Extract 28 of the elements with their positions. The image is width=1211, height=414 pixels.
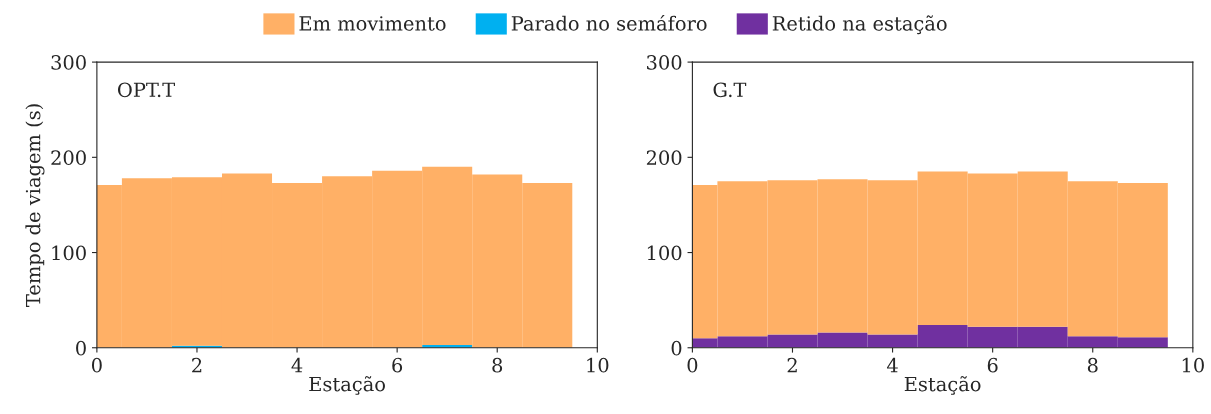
x-tick-label: 0 (91, 357, 102, 373)
y-tick-label: 0 (76, 340, 86, 356)
x-tick-label: 2 (192, 357, 202, 373)
y-tick-label: 300 (647, 55, 682, 70)
annotation: OPT.T (117, 82, 175, 98)
y-tick-label: 100 (647, 245, 682, 261)
legend-label: Parado no semáforo (511, 14, 707, 31)
y-axis-title: Tempo de viagem (s) (25, 104, 45, 307)
x-tick-label: 10 (587, 357, 609, 373)
annotation: G.T (713, 82, 747, 98)
x-tick-label: 8 (492, 357, 503, 373)
x-tick-label: 2 (787, 357, 797, 373)
x-tick-label: 6 (392, 357, 403, 373)
x-tick-label: 8 (1087, 357, 1098, 373)
x-tick-label: 4 (886, 357, 898, 373)
x-tick-label: 6 (987, 357, 998, 373)
x-tick-label: 10 (1182, 357, 1204, 373)
y-tick-label: 300 (51, 55, 86, 70)
legend-label: Retido na estação (772, 15, 947, 35)
x-axis-title: Estação (309, 376, 385, 395)
y-tick-label: 100 (52, 245, 86, 261)
y-tick-label: 200 (51, 150, 86, 165)
legend-label: Em movimento (299, 16, 446, 31)
x-tick-label: 0 (687, 357, 698, 373)
y-tick-label: 200 (646, 150, 682, 165)
x-tick-label: 4 (291, 357, 303, 373)
x-axis-title: Estação (904, 376, 981, 395)
y-tick-label: 0 (671, 340, 682, 356)
